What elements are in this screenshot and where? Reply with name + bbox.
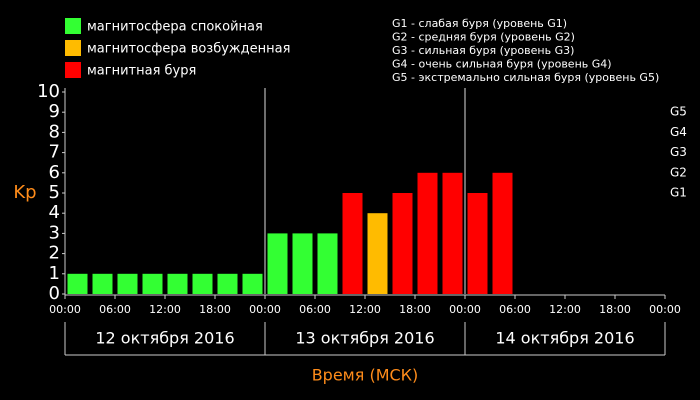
y-tick-label: 8 (49, 121, 60, 142)
y-tick-label: 5 (49, 182, 60, 203)
x-tick-label: 00:00 (249, 303, 281, 316)
bar (267, 233, 288, 294)
y2-tick-label: G2 (670, 165, 687, 179)
y-tick-label: 4 (49, 202, 60, 223)
bar (292, 233, 313, 294)
bar (417, 172, 438, 294)
y2-tick-label: G3 (670, 145, 687, 159)
x-tick-label: 00:00 (649, 303, 681, 316)
bar (442, 172, 463, 294)
x-tick-label: 18:00 (199, 303, 231, 316)
x-tick-label: 18:00 (599, 303, 631, 316)
y-tick-label: 10 (37, 81, 60, 102)
day-label: 14 октября 2016 (495, 329, 634, 348)
legend-label: магнитосфера спокойная (87, 20, 263, 35)
bar (167, 273, 188, 294)
x-tick-label: 00:00 (449, 303, 481, 316)
legend-swatch (65, 40, 81, 56)
day-label: 13 октября 2016 (295, 329, 434, 348)
y-tick-label: 6 (49, 162, 60, 183)
y2-tick-label: G4 (670, 125, 687, 139)
bar (67, 273, 88, 294)
storm-level-label: G1 - слабая буря (уровень G1) (392, 17, 567, 30)
bar (467, 193, 488, 294)
legend-swatch (65, 18, 81, 34)
bar (142, 273, 163, 294)
y-tick-label: 7 (49, 142, 60, 163)
y-tick-label: 1 (49, 263, 60, 284)
x-tick-label: 06:00 (499, 303, 531, 316)
bar (192, 273, 213, 294)
day-label: 12 октября 2016 (95, 329, 234, 348)
bar (242, 273, 263, 294)
storm-level-label: G2 - средняя буря (уровень G2) (392, 31, 575, 44)
x-tick-label: 06:00 (299, 303, 331, 316)
legend-label: магнитосфера возбужденная (87, 42, 290, 57)
legend-label: магнитная буря (87, 64, 196, 79)
storm-level-label: G4 - очень сильная буря (уровень G4) (392, 58, 612, 71)
x-tick-label: 18:00 (399, 303, 431, 316)
x-tick-label: 12:00 (549, 303, 581, 316)
y2-tick-label: G5 (670, 105, 687, 119)
bar (367, 213, 388, 294)
storm-level-label: G5 - экстремально сильная буря (уровень … (392, 71, 659, 84)
bar (92, 273, 113, 294)
storm-level-label: G3 - сильная буря (уровень G3) (392, 44, 574, 57)
y-axis-label: Kp (13, 182, 36, 203)
y-tick-label: 2 (49, 243, 60, 264)
y2-tick-label: G1 (670, 186, 687, 200)
x-tick-label: 00:00 (49, 303, 81, 316)
bar (342, 193, 363, 294)
legend-swatch (65, 62, 81, 78)
bar (492, 172, 513, 294)
bar (317, 233, 338, 294)
x-axis-label: Время (МСК) (312, 366, 419, 385)
x-tick-label: 06:00 (99, 303, 131, 316)
bar (392, 193, 413, 294)
bar (217, 273, 238, 294)
y-tick-label: 9 (49, 101, 60, 122)
x-tick-label: 12:00 (349, 303, 381, 316)
y-tick-label: 3 (49, 222, 60, 243)
bar (117, 273, 138, 294)
y-tick-label: 0 (49, 283, 60, 304)
x-tick-label: 12:00 (149, 303, 181, 316)
